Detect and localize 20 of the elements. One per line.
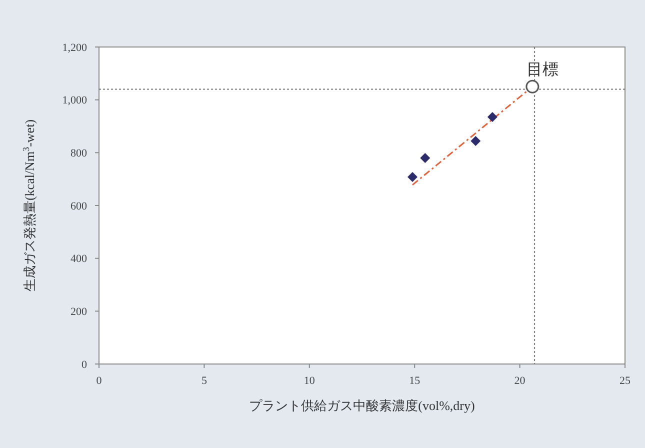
y-tick-label: 600	[70, 200, 88, 212]
y-tick-label: 1,000	[62, 94, 88, 107]
point	[526, 80, 540, 94]
annotation: 目標	[526, 60, 558, 79]
x-axis-title: プラント供給ガス中酸素濃度(vol%,dry)	[249, 398, 475, 413]
point	[487, 112, 498, 122]
y-tick-label: 400	[70, 253, 88, 266]
x-tick-label: 25	[620, 375, 631, 387]
y-tick-label: 800	[70, 148, 88, 160]
x-tick-label: 5	[201, 375, 208, 387]
y-tick-label: 1,200	[62, 42, 88, 54]
x-tick-label: 0	[96, 375, 102, 387]
y-tick-label: 200	[70, 306, 88, 318]
point	[407, 172, 418, 182]
point	[470, 136, 481, 146]
x-tick-label: 20	[514, 375, 526, 387]
x-tick-label: 15	[409, 375, 421, 387]
y-tick-label: 0	[82, 358, 88, 371]
point	[420, 152, 430, 163]
x-tick-label: 10	[304, 375, 316, 387]
